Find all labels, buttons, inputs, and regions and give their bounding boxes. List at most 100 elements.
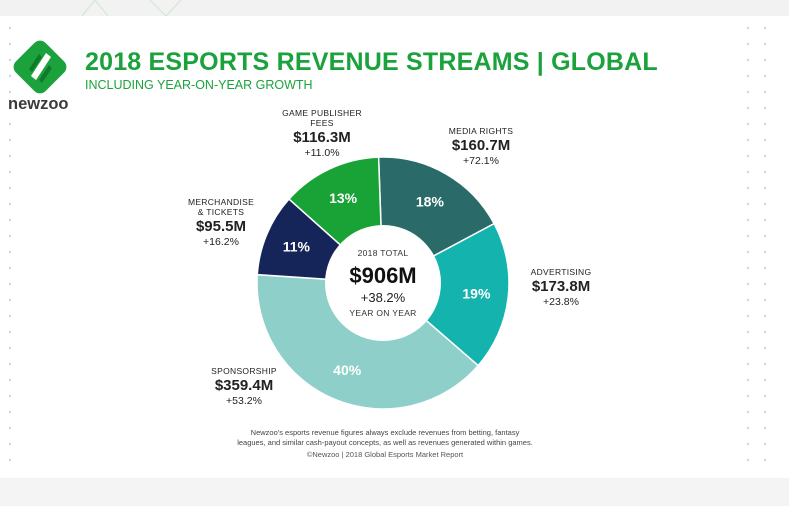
footnote-line: Newzoo's esports revenue figures always … — [250, 428, 520, 437]
slice-percent-label: 13% — [329, 190, 358, 206]
label-name-line: FEES — [310, 118, 334, 128]
label-advertising: ADVERTISING $173.8M +23.8% — [508, 267, 614, 309]
decor-dot — [8, 186, 12, 190]
decor-dot — [746, 170, 750, 174]
decor-dot — [763, 106, 767, 110]
decor-dot — [746, 330, 750, 334]
decor-dot — [8, 90, 12, 94]
decor-dot — [763, 266, 767, 270]
center-total-label: 2018 TOTAL — [358, 248, 409, 258]
decor-dot — [763, 346, 767, 350]
dot-grid-left — [8, 26, 12, 462]
decor-dot — [8, 330, 12, 334]
decor-dot — [8, 426, 12, 430]
label-growth: +16.2% — [203, 236, 239, 248]
decor-dot — [763, 218, 767, 222]
decor-dot — [746, 186, 750, 190]
decor-dot — [8, 26, 12, 30]
decor-dot — [763, 42, 767, 46]
label-name-line: GAME PUBLISHER — [282, 108, 362, 118]
slice-percent-label: 11% — [283, 239, 311, 255]
donut-center — [325, 225, 441, 341]
decor-dot — [746, 106, 750, 110]
label-growth: +23.8% — [543, 296, 579, 308]
label-game-publisher-fees: GAME PUBLISHER FEES $116.3M +11.0% — [258, 108, 386, 160]
decor-dot — [763, 154, 767, 158]
decor-dot — [746, 314, 750, 318]
decor-dot — [746, 362, 750, 366]
slice-sponsorship — [256, 273, 480, 410]
decor-dot — [763, 234, 767, 238]
decor-dot — [746, 74, 750, 78]
decor-dot — [763, 138, 767, 142]
decor-dot — [746, 298, 750, 302]
decor-dot — [746, 234, 750, 238]
label-amount: $173.8M — [531, 278, 591, 295]
decor-dot — [763, 314, 767, 318]
label-growth: +53.2% — [226, 395, 262, 407]
page-title: 2018 ESPORTS REVENUE STREAMS | GLOBAL — [85, 48, 658, 76]
decor-dot — [746, 378, 750, 382]
decor-dot — [746, 138, 750, 142]
decor-dot — [763, 362, 767, 366]
label-sponsorship: SPONSORSHIP $359.4M +53.2% — [186, 366, 302, 408]
label-growth: +11.0% — [304, 147, 340, 159]
decor-dot — [763, 26, 767, 30]
label-amount: $95.5M — [195, 218, 247, 235]
page-subtitle: INCLUDING YEAR-ON-YEAR GROWTH — [85, 78, 313, 92]
decor-dot — [8, 266, 12, 270]
decor-dot — [8, 58, 12, 62]
decor-dot — [763, 426, 767, 430]
source-credit: ©Newzoo | 2018 Global Esports Market Rep… — [306, 450, 464, 459]
decor-dot — [746, 442, 750, 446]
decor-dot — [8, 138, 12, 142]
decor-dot — [746, 218, 750, 222]
decor-dot — [8, 218, 12, 222]
decor-dot — [746, 250, 750, 254]
decor-dot — [8, 378, 12, 382]
decor-dot — [8, 106, 12, 110]
decor-dot — [763, 170, 767, 174]
bottom-bar — [0, 478, 789, 506]
slice-advertising — [381, 222, 510, 367]
decor-dot — [746, 282, 750, 286]
decor-dot — [8, 122, 12, 126]
decor-dot — [746, 410, 750, 414]
decor-dot — [746, 90, 750, 94]
decor-dot — [8, 410, 12, 414]
decor-dot — [8, 170, 12, 174]
decor-dot — [8, 346, 12, 350]
slice-percent-label: 40% — [333, 362, 362, 378]
dot-grid-right — [746, 26, 767, 462]
label-amount: $160.7M — [451, 137, 511, 154]
decor-dot — [8, 314, 12, 318]
decor-dot — [8, 42, 12, 46]
label-name: MEDIA RIGHTS — [448, 126, 514, 136]
decor-dot — [8, 154, 12, 158]
decor-dot — [8, 394, 12, 398]
label-media-rights: MEDIA RIGHTS $160.7M +72.1% — [420, 126, 542, 168]
footnote-line: leagues, and similar cash-payout concept… — [237, 438, 533, 447]
decor-dot — [763, 74, 767, 78]
decor-dot — [746, 42, 750, 46]
decor-dot — [8, 362, 12, 366]
decor-dot — [763, 330, 767, 334]
footnote: Newzoo's esports revenue figures always … — [190, 428, 580, 448]
decor-dot — [763, 58, 767, 62]
decor-dot — [8, 234, 12, 238]
label-merchandise-tickets: MERCHANDISE & TICKETS $95.5M +16.2% — [165, 197, 277, 249]
label-name-line: MERCHANDISE — [187, 197, 255, 207]
top-bar — [0, 0, 789, 17]
decor-dot — [746, 394, 750, 398]
decor-dot — [763, 378, 767, 382]
brand-name: newzoo — [8, 95, 69, 113]
center-growth-value: +38.2% — [361, 290, 406, 305]
decor-dot — [763, 458, 767, 462]
decor-dot — [8, 74, 12, 78]
decor-dot — [8, 282, 12, 286]
decor-dot — [746, 346, 750, 350]
decor-dot — [746, 426, 750, 430]
center-growth-note: YEAR ON YEAR — [349, 308, 416, 318]
decor-dot — [8, 202, 12, 206]
